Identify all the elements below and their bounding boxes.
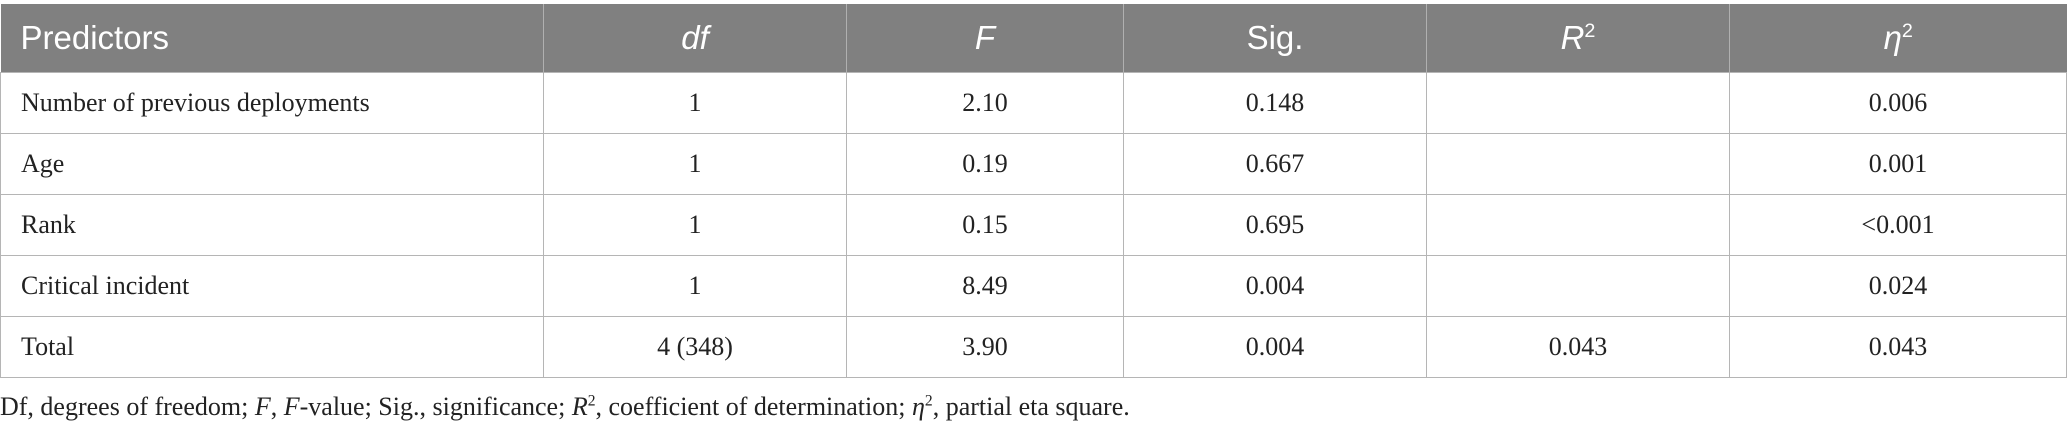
- table-row: Number of previous deployments 1 2.10 0.148…: [0, 72, 2067, 134]
- cell-text: 0.001: [1868, 149, 1928, 178]
- header-text: F: [974, 19, 996, 56]
- table-cell: 1: [543, 194, 847, 256]
- table-cell: 8.49: [846, 255, 1124, 317]
- footnote-text: F: [283, 392, 300, 421]
- footnote-text: R: [571, 392, 588, 421]
- table-cell: 0.006: [1729, 72, 2067, 134]
- header-text: R: [1560, 19, 1585, 56]
- cell-text: 1: [688, 271, 702, 300]
- table-cell: 0.15: [846, 194, 1124, 256]
- footnote-text: η: [911, 392, 925, 421]
- data-table: Predictors df F Sig. R2 η2 Number of previous…: [0, 4, 2067, 378]
- table-row: Rank 1 0.15 0.695 <0.001: [0, 194, 2067, 256]
- header-row: Predictors df F Sig. R2 η2: [0, 4, 2067, 73]
- cell-text: 8.49: [962, 271, 1008, 300]
- header-superscript: 2: [1584, 20, 1596, 43]
- cell-text: 0.19: [962, 149, 1008, 178]
- footnote-text: F: [254, 392, 271, 421]
- table-cell: 1: [543, 72, 847, 134]
- table-cell: Critical incident: [0, 255, 544, 317]
- header-cell: η2: [1729, 4, 2067, 73]
- cell-text: 0.004: [1245, 271, 1305, 300]
- cell-text: Rank: [21, 210, 76, 239]
- cell-text: 0.043: [1868, 332, 1928, 361]
- table-cell: 3.90: [846, 316, 1124, 378]
- table-row: Critical incident 1 8.49 0.004 0.024: [0, 255, 2067, 317]
- table-cell: 1: [543, 255, 847, 317]
- footnote-text: 2: [924, 392, 933, 410]
- table-cell: 0.043: [1426, 316, 1730, 378]
- table-cell: [1426, 255, 1730, 317]
- header-text: Sig.: [1246, 19, 1304, 56]
- table-cell: 0.043: [1729, 316, 2067, 378]
- footnote-text: , partial eta square.: [932, 392, 1130, 421]
- cell-text: Total: [21, 332, 75, 361]
- cell-text: 0.006: [1868, 88, 1928, 117]
- table-cell: [1426, 72, 1730, 134]
- table-cell: 1: [543, 133, 847, 195]
- table-row: Total 4 (348) 3.90 0.004 0.043 0.043: [0, 316, 2067, 378]
- header-text: Predictors: [20, 19, 170, 56]
- cell-text: Age: [21, 149, 65, 178]
- header-text: df: [681, 19, 709, 56]
- table-cell: Rank: [0, 194, 544, 256]
- header-cell: F: [846, 4, 1124, 73]
- cell-text: 0.695: [1245, 210, 1305, 239]
- cell-text: 2.10: [962, 88, 1008, 117]
- cell-text: 1: [688, 88, 702, 117]
- table-cell: 0.004: [1123, 255, 1427, 317]
- table-cell: Number of previous deployments: [0, 72, 544, 134]
- cell-text: 0.004: [1245, 332, 1305, 361]
- header-cell: R2: [1426, 4, 1730, 73]
- footnote-text: -value; Sig., significance;: [299, 392, 572, 421]
- cell-text: 0.667: [1245, 149, 1305, 178]
- header-text: η: [1883, 19, 1902, 56]
- header-cell: Sig.: [1123, 4, 1427, 73]
- cell-text: 1: [688, 149, 702, 178]
- footnote-text: , coefficient of determination;: [595, 392, 912, 421]
- header-cell: Predictors: [0, 4, 544, 73]
- table-cell: 2.10: [846, 72, 1124, 134]
- cell-text: 0.15: [962, 210, 1008, 239]
- cell-text: Critical incident: [21, 271, 190, 300]
- footnote-text: Df, degrees of freedom;: [0, 392, 255, 421]
- cell-text: 1: [688, 210, 702, 239]
- cell-text: 0.148: [1245, 88, 1305, 117]
- table-cell: 0.024: [1729, 255, 2067, 317]
- footnote: Df, degrees of freedom; F, F-value; Sig.…: [0, 392, 1130, 422]
- cell-text: 3.90: [962, 332, 1008, 361]
- table-cell: [1426, 133, 1730, 195]
- table-cell: 0.148: [1123, 72, 1427, 134]
- table-cell: 0.004: [1123, 316, 1427, 378]
- header-cell: df: [543, 4, 847, 73]
- table-body: Number of previous deployments 1 2.10 0.148…: [0, 72, 2067, 378]
- table-cell: [1426, 194, 1730, 256]
- cell-text: Number of previous deployments: [21, 88, 370, 117]
- table-cell: <0.001: [1729, 194, 2067, 256]
- table-cell: 0.667: [1123, 133, 1427, 195]
- cell-text: 0.024: [1868, 271, 1928, 300]
- footnote-text: ,: [270, 392, 284, 421]
- footnote-text: 2: [587, 392, 596, 410]
- header-superscript: 2: [1901, 20, 1913, 43]
- table-cell: 0.695: [1123, 194, 1427, 256]
- table-cell: 0.19: [846, 133, 1124, 195]
- cell-text: 4 (348): [657, 332, 733, 361]
- cell-text: <0.001: [1861, 210, 1935, 239]
- table-cell: 0.001: [1729, 133, 2067, 195]
- table-row: Age 1 0.19 0.667 0.001: [0, 133, 2067, 195]
- table-cell: 4 (348): [543, 316, 847, 378]
- table-cell: Total: [0, 316, 544, 378]
- table-cell: Age: [0, 133, 544, 195]
- cell-text: 0.043: [1548, 332, 1608, 361]
